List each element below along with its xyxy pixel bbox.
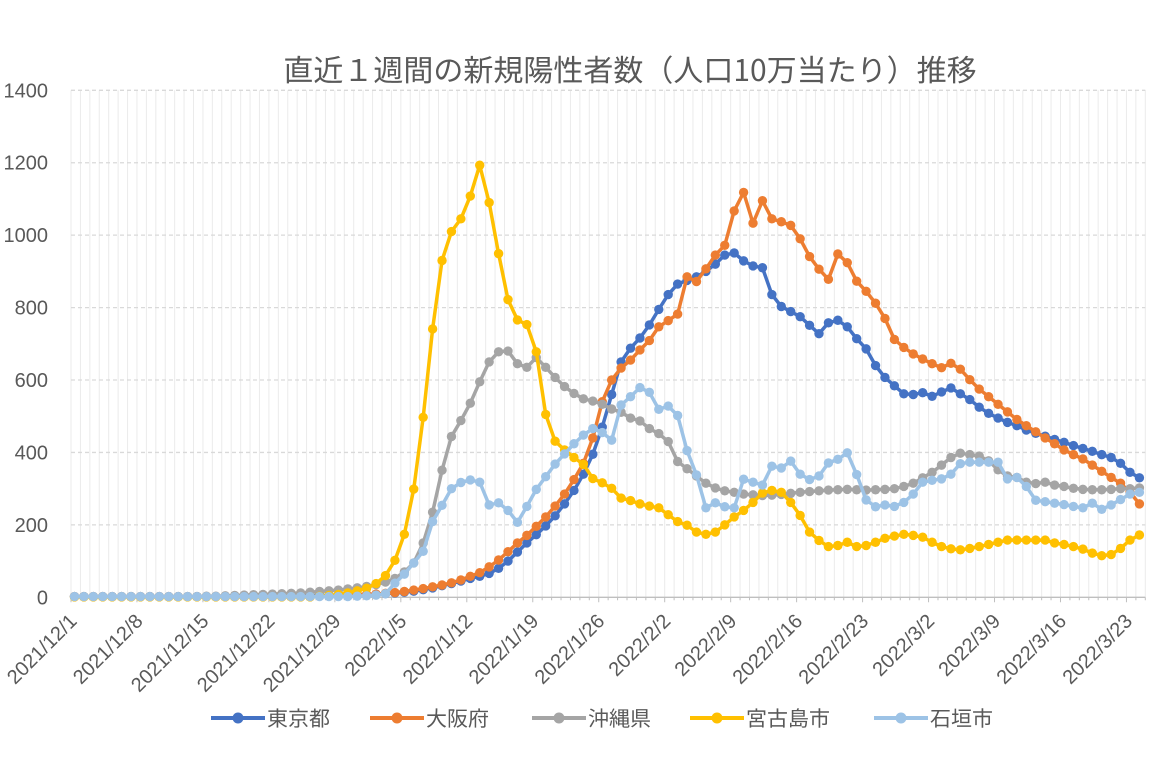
svg-text:800: 800 <box>15 298 48 320</box>
svg-text:0: 0 <box>37 587 48 609</box>
svg-text:1200: 1200 <box>4 153 49 175</box>
svg-text:600: 600 <box>15 370 48 392</box>
svg-text:1000: 1000 <box>4 225 49 247</box>
svg-text:1400: 1400 <box>4 80 49 102</box>
svg-text:400: 400 <box>15 442 48 464</box>
svg-text:200: 200 <box>15 515 48 537</box>
